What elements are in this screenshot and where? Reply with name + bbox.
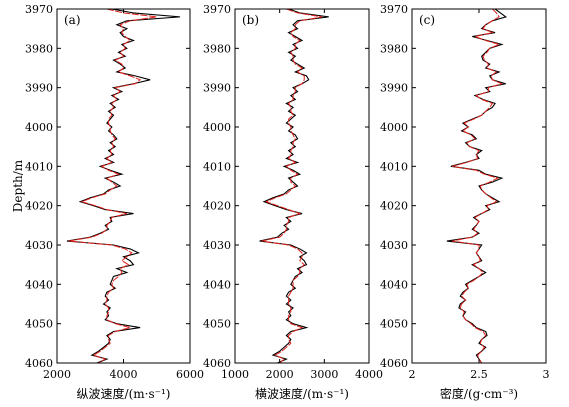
y-tick-label: 4020 <box>25 200 53 213</box>
x-tick-label: 3000 <box>310 368 338 381</box>
x-tick-label: 4000 <box>355 368 383 381</box>
y-tick-label: 4050 <box>380 318 408 331</box>
y-tick-label: 4010 <box>203 160 231 173</box>
x-tick-label: 1000 <box>221 368 249 381</box>
x-tick-label: 2.5 <box>470 368 488 381</box>
y-tick-label: 3970 <box>203 3 231 16</box>
x-axis-title: 密度/(g·cm⁻³) <box>440 386 518 401</box>
y-tick-label: 4010 <box>25 160 53 173</box>
panel-label: (c) <box>419 13 435 27</box>
y-axis-title: Depth/m <box>11 159 25 212</box>
plot-frame <box>234 8 370 364</box>
panel-label: (a) <box>64 13 81 27</box>
x-axis-title: 纵波速度/(m·s⁻¹) <box>77 386 171 401</box>
y-tick-label: 4030 <box>203 239 231 252</box>
x-tick-label: 2000 <box>43 368 71 381</box>
x-tick-label: 6000 <box>176 368 204 381</box>
y-tick-label: 4000 <box>25 121 53 134</box>
y-tick-label: 4050 <box>203 318 231 331</box>
y-tick-label: 3980 <box>380 42 408 55</box>
y-tick-label: 4000 <box>380 121 408 134</box>
y-tick-label: 4030 <box>380 239 408 252</box>
panel-3: 3970 3980 3990 4000 4010 4020 4030 4040 4050 4060… <box>380 3 550 401</box>
series-line-black <box>66 9 181 363</box>
y-tick-label: 4040 <box>203 278 231 291</box>
series-line-red <box>261 9 323 363</box>
y-tick-label: 4060 <box>203 357 231 370</box>
x-tick-label: 4000 <box>110 368 138 381</box>
y-tick-label: 4000 <box>203 121 231 134</box>
y-tick-label: 4020 <box>203 200 231 213</box>
series-line-black <box>259 9 329 363</box>
x-tick-label: 2 <box>409 368 416 381</box>
x-axis-title: 横波速度/(m·s⁻¹) <box>255 386 349 401</box>
series-line-red <box>452 9 504 363</box>
y-tick-label: 4010 <box>380 160 408 173</box>
y-tick-label: 4040 <box>380 278 408 291</box>
y-tick-label: 3990 <box>25 82 53 95</box>
panel-1: 3970 3980 3990 4000 4010 4020 4030 4040 4050 4060… <box>11 3 204 401</box>
y-tick-label: 4020 <box>380 200 408 213</box>
y-tick-label: 3990 <box>380 82 408 95</box>
plot-frame <box>56 8 191 364</box>
y-tick-label: 4030 <box>25 239 53 252</box>
series-line-red <box>68 9 157 363</box>
y-tick-label: 3980 <box>25 42 53 55</box>
y-tick-label: 3990 <box>203 82 231 95</box>
y-tick-label: 4060 <box>25 357 53 370</box>
panel-2: 3970 3980 3990 4000 4010 4020 4030 4040 4050 4060… <box>203 3 383 401</box>
y-tick-label: 3970 <box>380 3 408 16</box>
x-tick-label: 2000 <box>266 368 294 381</box>
series-line-black <box>446 9 508 363</box>
x-tick-label: 3 <box>543 368 550 381</box>
y-tick-label: 4040 <box>25 278 53 291</box>
y-tick-label: 3970 <box>25 3 53 16</box>
y-tick-label: 3980 <box>203 42 231 55</box>
y-tick-label: 4060 <box>380 357 408 370</box>
panel-label: (b) <box>242 13 259 27</box>
y-tick-label: 4050 <box>25 318 53 331</box>
